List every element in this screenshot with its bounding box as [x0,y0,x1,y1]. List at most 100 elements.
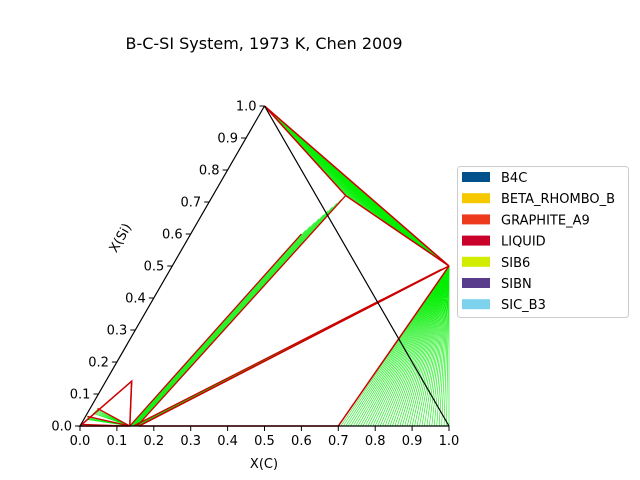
tie-line [409,265,450,427]
tie-line [399,265,450,427]
y-tick-label: 0.7 [180,196,201,211]
phase-boundaries-layer [77,105,450,427]
y-tick-label: 0.8 [199,164,220,179]
tie-line [135,203,338,427]
three-phase-triangle [263,105,450,267]
x-tick-label: 0.1 [107,434,128,449]
legend-label: GRAPHITE_A9 [501,213,590,228]
phase-boundary-line [87,415,130,427]
tie-line [345,265,450,427]
tie-line [387,265,450,427]
x-tick-label: 0.2 [143,434,164,449]
phase-boundary-line [136,195,347,427]
tie-line [436,265,450,427]
y-tick-label: 0.9 [217,132,238,147]
tie-line [441,265,450,427]
x-tick-label: 0.0 [70,434,91,449]
tie-line [374,265,450,427]
legend-swatch [462,256,490,267]
legend-swatch [462,193,490,204]
legend-label: SIBN [501,277,532,292]
x-tick-label: 0.9 [402,434,423,449]
tie-line [131,222,315,427]
tie-line [414,265,450,427]
tie-line [372,265,450,427]
tie-line [397,265,450,427]
x-tick-label: 0.6 [291,434,312,449]
tie-line [384,265,450,427]
x-tick-label: 1.0 [439,434,460,449]
tie-line [421,265,450,427]
tie-line [379,265,450,427]
tie-line [134,206,333,427]
phase-boundary-line [133,268,442,427]
tie-line [419,265,450,427]
phase-boundary-line [129,381,133,427]
legend-label: LIQUID [501,235,546,250]
tie-line [424,265,450,427]
y-tick-label: 0.0 [51,420,72,435]
tie-line [365,265,450,427]
legend-label: B4C [501,171,527,186]
legend: B4C BETA_RHOMBO_B GRAPHITE_A9 LIQUID SIB6 SIB… [457,166,629,318]
phase-boundary-line [129,233,302,427]
x-tick-label: 0.3 [180,434,201,449]
tie-line [134,210,329,427]
legend-swatch [462,172,490,182]
x-tick-label: 0.4 [217,434,238,449]
y-axis-ticks: 0.0 0.1 0.2 0.3 0.4 0.5 0.6 0.7 0.8 0.9 1.0 [51,100,265,435]
tie-line [367,265,450,427]
tie-line [392,265,450,427]
x-axis-label: X(C) [250,457,278,472]
tie-lines-layer [87,105,450,427]
tie-line [446,265,450,427]
tie-line [431,265,450,427]
y-tick-label: 0.3 [107,324,128,339]
tie-line [382,265,450,427]
x-axis-ticks: 0.0 0.1 0.2 0.3 0.4 0.5 0.6 0.7 0.8 0.9 1.0 [70,426,460,449]
tie-line [394,265,450,427]
phase-boundary-line [97,407,131,427]
legend-swatch [462,235,490,246]
tie-line [404,265,450,427]
tie-line [443,265,450,427]
tie-line [350,265,450,427]
tie-line [401,265,450,427]
frame-right-edge [263,105,450,427]
tie-line [362,265,450,427]
legend-label: BETA_RHOMBO_B [501,192,615,207]
tie-line [426,265,450,427]
legend-label: SIC_B3 [501,298,546,313]
tie-line [406,265,450,427]
phase-boundary-line [138,265,450,427]
tie-line [416,265,450,427]
y-tick-label: 0.5 [144,260,165,275]
tie-line [92,412,130,427]
legend-swatch [462,278,490,288]
chart-title: B-C-SI System, 1973 K, Chen 2009 [125,34,402,53]
y-tick-label: 0.4 [125,292,146,307]
x-tick-label: 0.5 [254,434,275,449]
tie-line [433,265,450,427]
tie-line [389,265,450,427]
x-tick-label: 0.7 [328,434,349,449]
tie-line [377,265,450,427]
y-tick-label: 1.0 [236,100,257,115]
tie-line [352,265,450,427]
y-tick-label: 0.1 [70,388,91,403]
legend-box [457,166,629,318]
tie-line [438,265,450,427]
tie-line [360,265,450,427]
y-tick-label: 0.6 [162,228,183,243]
tie-line [370,265,450,427]
tie-line [429,265,450,427]
legend-swatch [462,299,490,310]
y-tick-label: 0.2 [88,356,109,371]
tie-line [347,265,450,427]
y-axis-label: X(Si) [107,221,135,255]
legend-label: SIB6 [501,256,530,271]
tie-line [411,265,450,427]
tie-line [133,214,324,427]
x-tick-label: 0.8 [365,434,386,449]
